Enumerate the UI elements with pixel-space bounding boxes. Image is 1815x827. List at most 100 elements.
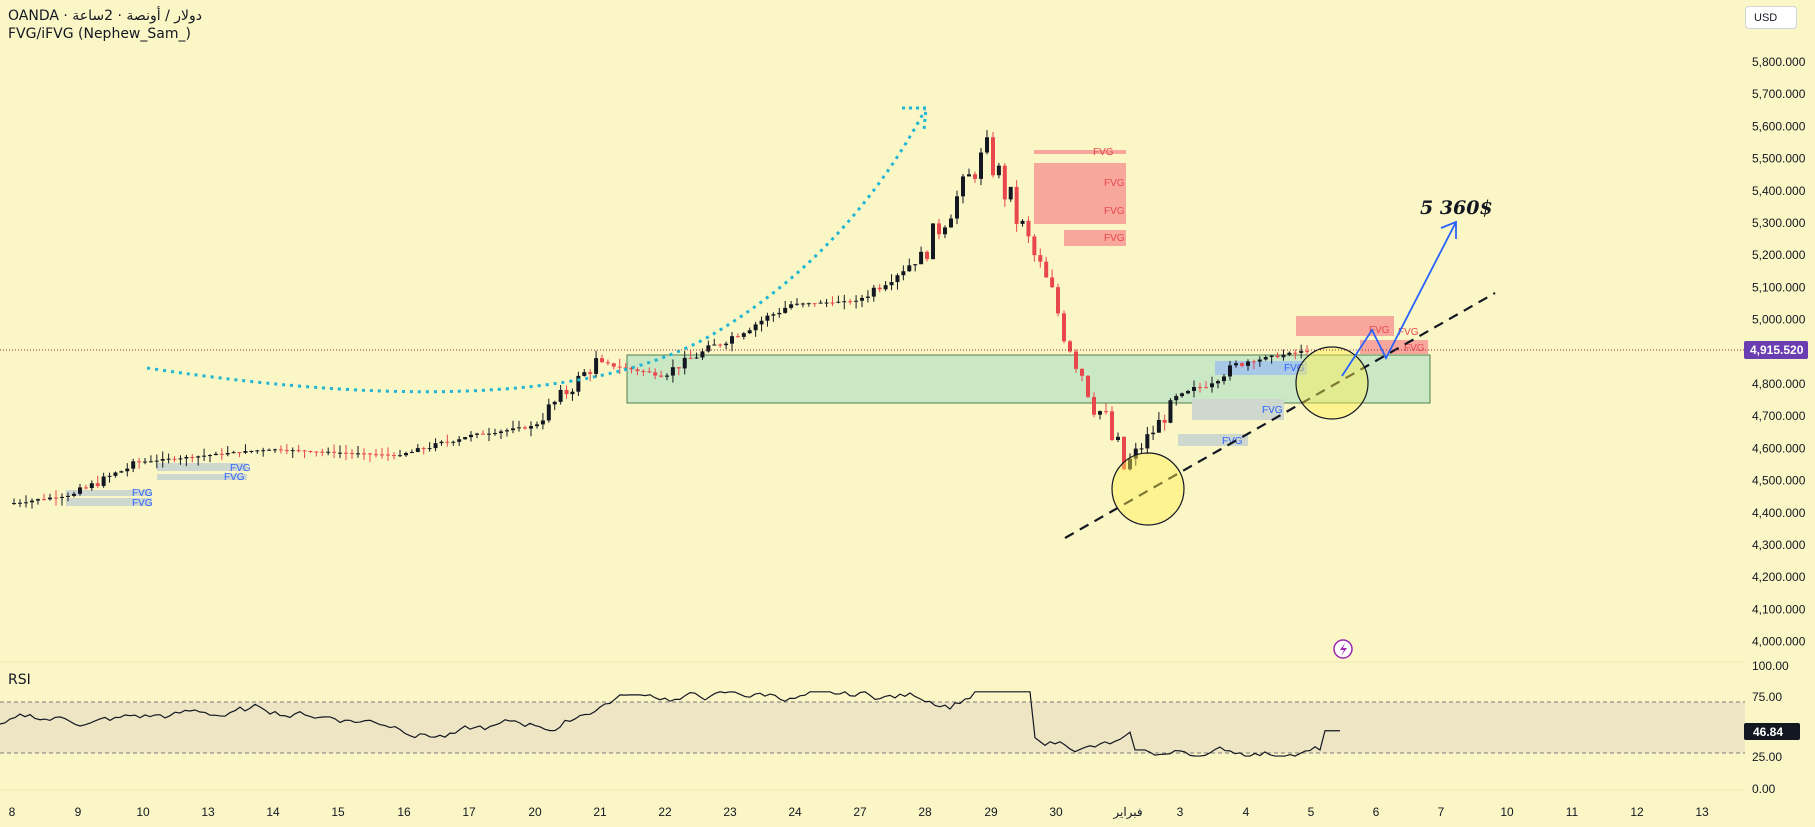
candle-body xyxy=(511,428,515,431)
candle-body xyxy=(741,333,746,337)
candle-body xyxy=(682,357,687,369)
candle-body xyxy=(931,223,935,260)
candle-body xyxy=(1263,357,1268,360)
rsi-line xyxy=(0,691,1340,757)
candle-body xyxy=(184,456,189,459)
rsi-label-100: 100.00 xyxy=(1752,659,1789,673)
candle-body xyxy=(985,137,989,153)
candle-body xyxy=(1122,436,1126,470)
candle-body xyxy=(1180,393,1184,397)
candle-body xyxy=(409,451,414,454)
candle-body xyxy=(913,264,918,266)
candle-body xyxy=(374,454,378,456)
time-axis: 8 9 10 13 14 15 16 17 20 21 22 23 24 27 28 29 30 فبراير 3 4… xyxy=(9,805,1709,819)
candle-body xyxy=(1192,387,1196,391)
candle-body xyxy=(451,441,456,443)
candle-body xyxy=(1056,287,1060,314)
candle-body xyxy=(143,461,147,463)
candle-body xyxy=(1186,390,1190,394)
fvg-box xyxy=(1192,399,1284,420)
candle-body xyxy=(249,450,254,452)
candle-body xyxy=(356,453,360,455)
candle-body xyxy=(1008,186,1013,200)
candle-body xyxy=(588,372,593,374)
fvg-label: FVG xyxy=(1369,325,1390,336)
time-axis-label: 4 xyxy=(1243,805,1250,819)
rsi-band xyxy=(0,702,1745,753)
candle-body xyxy=(439,441,444,444)
candle-body xyxy=(1032,236,1037,256)
candle-body xyxy=(871,287,876,297)
candle-body xyxy=(883,285,888,290)
candle-body xyxy=(332,451,337,453)
time-axis-label: 29 xyxy=(984,805,998,819)
candle-body xyxy=(676,367,681,369)
candle-body xyxy=(925,251,929,260)
candle-body xyxy=(1110,411,1114,441)
time-axis-label: 9 xyxy=(75,805,82,819)
chart-title: OANDA · دولار / أونصة · 2ساعة xyxy=(8,8,202,24)
candle-body xyxy=(95,483,100,486)
candle-body xyxy=(398,455,402,457)
candle-body xyxy=(278,449,283,451)
candle-body xyxy=(1026,220,1031,237)
candle-body xyxy=(1133,448,1138,459)
candle-body xyxy=(445,441,450,443)
candle-body xyxy=(505,430,509,432)
candle-body xyxy=(24,502,28,504)
candle-body xyxy=(1044,261,1049,278)
candle-body xyxy=(546,404,551,421)
candle-body xyxy=(1168,400,1173,423)
retest-circle xyxy=(1295,346,1369,420)
candle-body xyxy=(284,450,289,452)
time-axis-label: 30 xyxy=(1049,805,1063,819)
candle-body xyxy=(237,452,242,454)
candle-body xyxy=(320,451,325,453)
candle-body xyxy=(119,471,124,473)
candle-body xyxy=(800,303,805,305)
price-axis-label: 5,300.000 xyxy=(1752,216,1806,230)
candle-body xyxy=(475,433,479,435)
candle-body xyxy=(12,503,16,505)
candle-body xyxy=(1287,352,1292,355)
candle-body xyxy=(60,496,64,498)
rsi-label-25: 25.00 xyxy=(1752,750,1782,764)
candle-body xyxy=(700,351,705,358)
candle-body xyxy=(273,449,277,451)
price-axis-label: 4,500.000 xyxy=(1752,474,1806,488)
candle-body xyxy=(137,461,142,463)
currency-button[interactable]: USD xyxy=(1745,6,1797,29)
indicator-name: FVG/iFVG (Nephew_Sam_) xyxy=(8,26,191,42)
price-axis-label: 4,800.000 xyxy=(1752,377,1806,391)
candle-body xyxy=(824,302,829,304)
candle-body xyxy=(213,453,218,456)
candle-body xyxy=(1299,351,1304,353)
candle-body xyxy=(386,454,390,456)
candle-body xyxy=(979,152,983,179)
candle-body xyxy=(463,437,468,440)
candle-body xyxy=(1020,220,1025,224)
candle-body xyxy=(600,358,604,363)
candle-body xyxy=(308,451,313,453)
candle-body xyxy=(558,389,563,402)
candle-body xyxy=(895,275,900,283)
time-axis-label: 21 xyxy=(593,805,607,819)
candle-body xyxy=(783,307,788,313)
candle-body xyxy=(665,375,669,377)
price-axis-label: 4,700.000 xyxy=(1752,409,1806,423)
time-axis-label: فبراير xyxy=(1112,805,1142,819)
rsi-label-0: 0.00 xyxy=(1752,782,1776,796)
candle-body xyxy=(865,296,870,298)
candle-body xyxy=(1162,419,1167,423)
price-axis-label: 5,700.000 xyxy=(1752,87,1806,101)
candle-body xyxy=(860,297,864,301)
fvg-label: FVG xyxy=(1093,147,1114,158)
fvg-label: FVG xyxy=(132,488,153,499)
time-axis-label: 28 xyxy=(918,805,932,819)
candle-body xyxy=(481,433,485,435)
candle-body xyxy=(712,344,717,346)
time-axis-label: 3 xyxy=(1177,805,1184,819)
fvg-label: FVG xyxy=(230,463,251,474)
candle-body xyxy=(1086,375,1090,397)
